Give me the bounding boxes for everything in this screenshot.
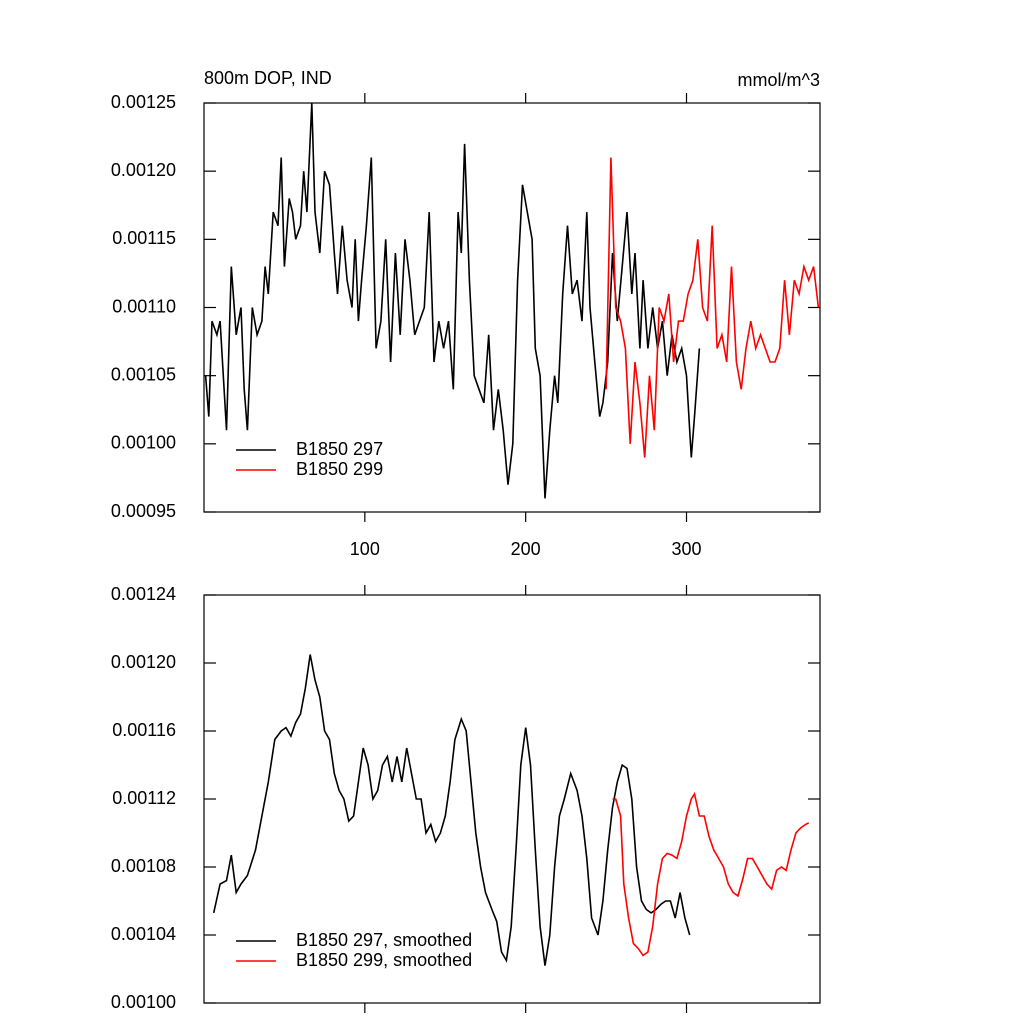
y-tick-label: 0.00116: [112, 720, 176, 740]
legend-label: B1850 297, smoothed: [296, 930, 472, 950]
legend-label: B1850 299, smoothed: [296, 950, 472, 970]
legend-label: B1850 299: [296, 459, 383, 479]
y-tick-label: 0.00110: [112, 296, 176, 316]
y-tick-label: 0.00120: [111, 160, 176, 180]
x-tick-label: 300: [671, 539, 701, 559]
data-line: [204, 102, 701, 499]
y-tick-label: 0.00095: [111, 501, 176, 521]
legend-label: B1850 297: [296, 439, 383, 459]
data-line: [605, 157, 820, 458]
y-tick-label: 0.00120: [111, 652, 176, 672]
y-tick-label: 0.00104: [111, 924, 176, 944]
y-tick-label: 0.00115: [112, 228, 176, 248]
y-tick-label: 0.00124: [111, 584, 176, 604]
y-tick-label: 0.00100: [111, 433, 176, 453]
y-tick-label: 0.00112: [112, 788, 176, 808]
y-tick-label: 0.00105: [111, 364, 176, 384]
chart-title: 800m DOP, IND: [204, 68, 332, 88]
y-tick-label: 0.00100: [111, 992, 176, 1012]
x-tick-label: 100: [350, 539, 380, 559]
data-line: [612, 791, 810, 957]
y-tick-label: 0.00108: [111, 856, 176, 876]
y-tick-label: 0.00125: [111, 92, 176, 112]
x-tick-label: 200: [511, 539, 541, 559]
units-label: mmol/m^3: [738, 70, 820, 90]
